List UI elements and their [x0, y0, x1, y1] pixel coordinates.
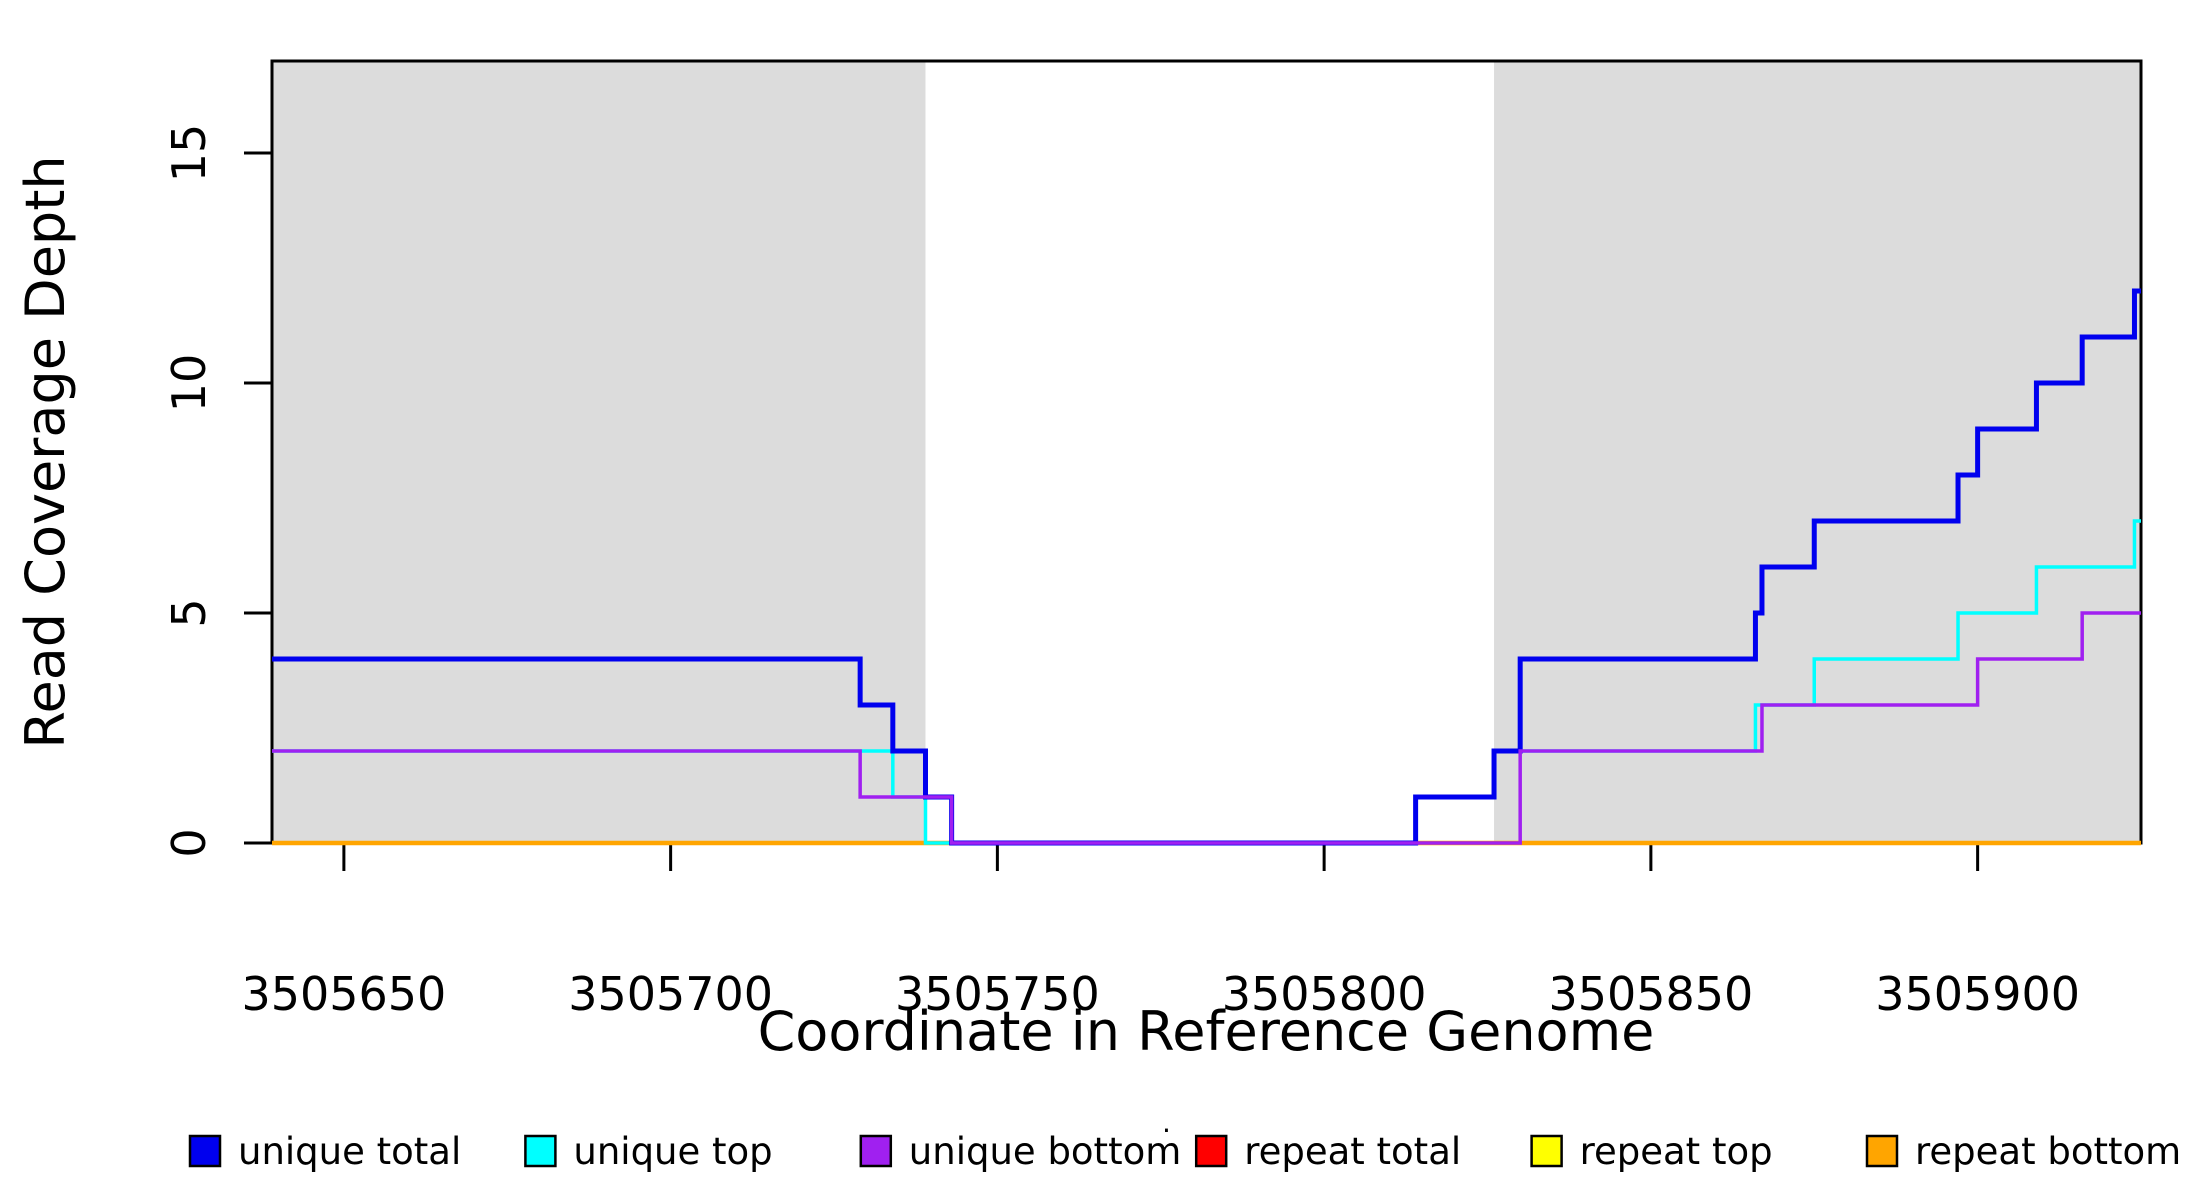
series-line-unique-total [272, 288, 2141, 846]
shaded-band-layer [272, 61, 2141, 843]
legend-swatch-unique-total [188, 1134, 222, 1168]
x-tick-label: 3505850 [1548, 967, 1753, 1021]
x-axis-title: Coordinate in Reference Genome [758, 1000, 1655, 1063]
y-axis-title: Read Coverage Depth [14, 155, 77, 748]
x-tick-label: 3505750 [895, 967, 1100, 1021]
series-layer [272, 288, 2141, 846]
series-line-unique-top [272, 519, 2141, 845]
legend: unique total unique top unique bottom repea… [188, 1114, 2181, 1173]
y-tick-label: 10 [162, 354, 216, 413]
x-tick-label: 3505700 [568, 967, 773, 1021]
legend-label-unique-top: unique top [573, 1130, 772, 1173]
legend-swatch-repeat-top [1530, 1134, 1563, 1168]
legend-swatch-repeat-bottom [1865, 1134, 1899, 1168]
legend-label-unique-bottom: unique bottom [909, 1130, 1181, 1173]
legend-label-repeat-total: repeat total [1244, 1130, 1461, 1173]
legend-label-repeat-bottom: repeat bottom [1915, 1130, 2181, 1173]
axes-layer: 3505650 3505700 3505750 3505800 3505850 35059… [162, 59, 2143, 1021]
legend-swatch-unique-top [524, 1134, 557, 1168]
legend-label-unique-total: unique total [238, 1130, 461, 1173]
x-tick-label: 3505800 [1222, 967, 1427, 1021]
y-tick-label: 5 [162, 598, 216, 627]
y-tick-label: 0 [162, 828, 216, 857]
x-tick-label: 3505650 [241, 967, 446, 1021]
legend-swatch-repeat-total [1194, 1134, 1228, 1168]
stray-mark: · [1162, 1114, 1171, 1147]
legend-label-repeat-top: repeat top [1580, 1130, 1773, 1173]
x-tick-label: 3505900 [1875, 967, 2080, 1021]
y-tick-label: 15 [162, 124, 216, 183]
legend-swatch-unique-bottom [859, 1134, 893, 1168]
shaded-region-right [1494, 61, 2141, 843]
shaded-region-left [272, 61, 926, 843]
series-line-unique-bottom [272, 611, 2141, 845]
